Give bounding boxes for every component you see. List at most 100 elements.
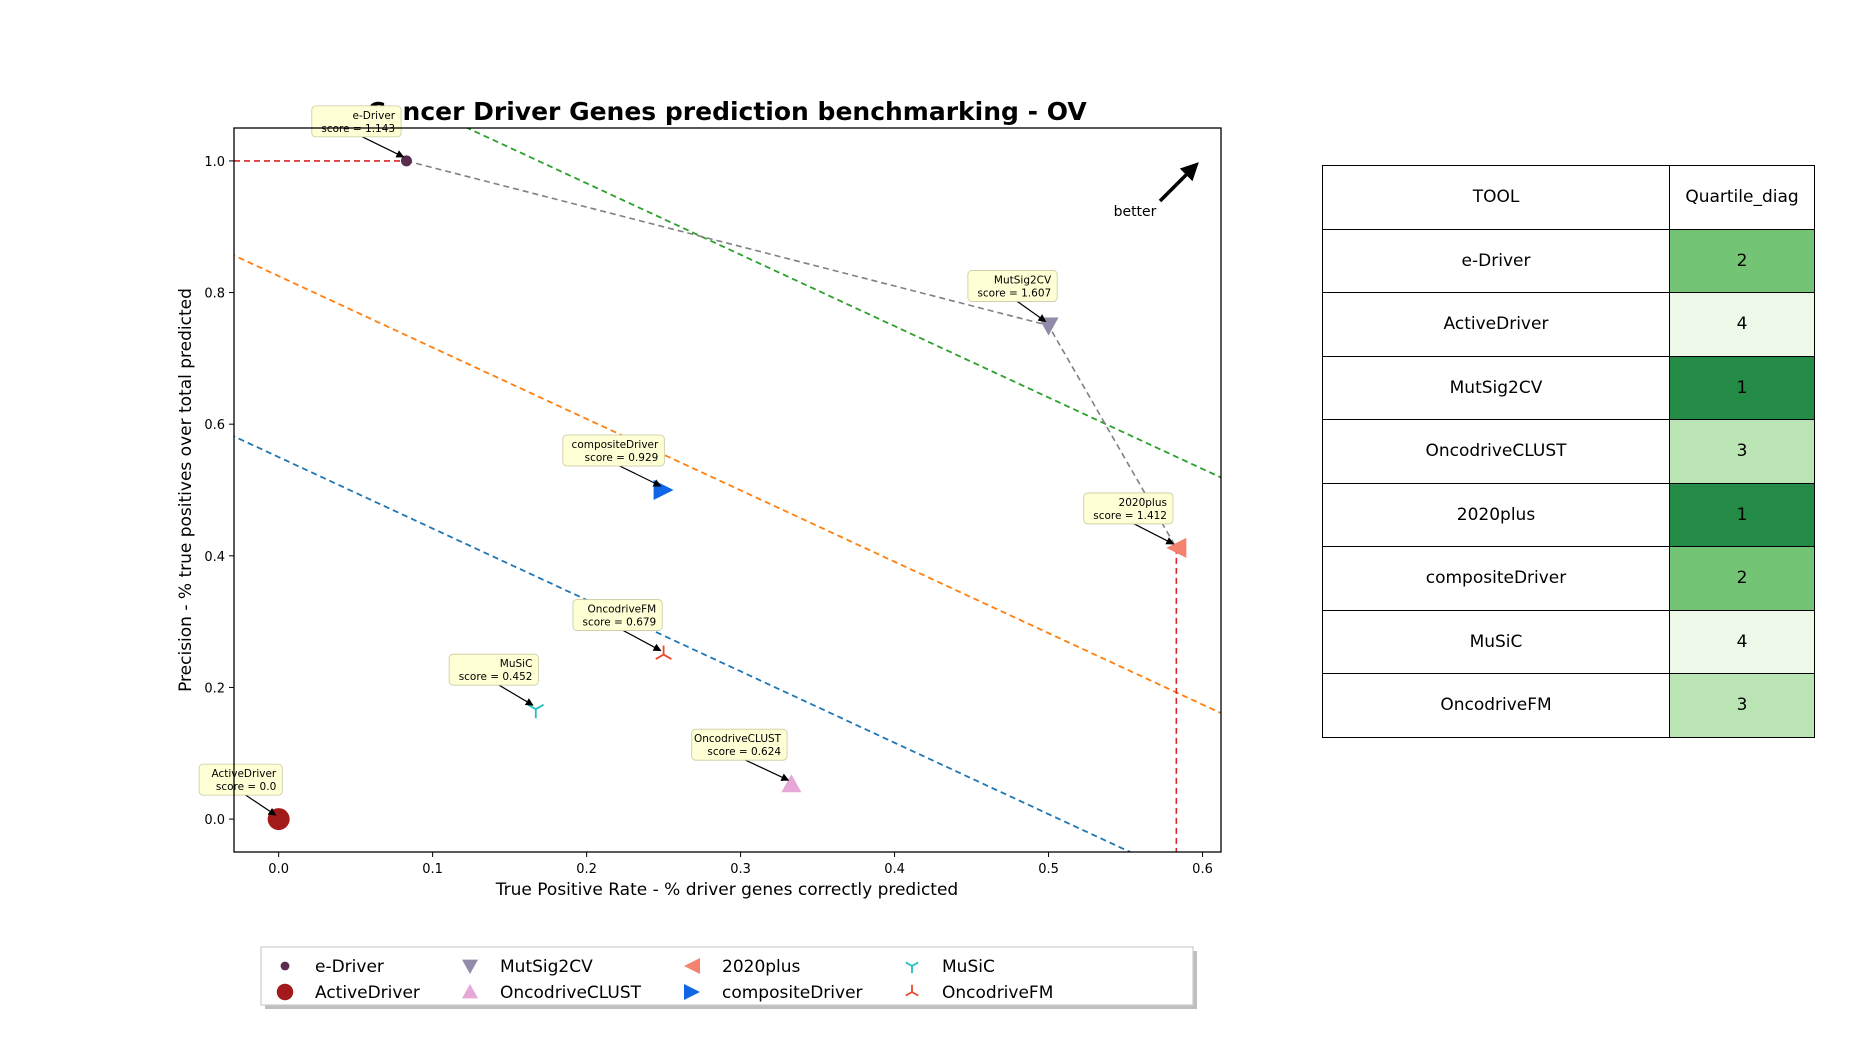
- annotation-arrow-oncodrivefm: [619, 628, 662, 652]
- table-row: compositeDriver 2: [1322, 546, 1815, 611]
- annotation-arrow-music: [495, 682, 534, 706]
- legend: e-Driver ActiveDriver MutSig2CV OncodriveCL…: [260, 946, 1197, 1009]
- annotation-score-music: score = 0.452: [459, 671, 533, 683]
- table-cell-quartile: 2: [1669, 546, 1815, 611]
- legend-marker-e-driver: [280, 961, 290, 971]
- plot-frame: [233, 127, 1222, 853]
- annotation-box-compositedriver: [562, 434, 665, 467]
- table-cell-tool: MuSiC: [1322, 609, 1670, 674]
- table-cell-quartile: 4: [1669, 292, 1815, 357]
- legend-entry-mutsig2cv: MutSig2CV: [462, 957, 593, 977]
- table-row: OncodriveFM 3: [1322, 673, 1815, 738]
- annotation-label-mutsig2cv: MutSig2CV: [994, 274, 1052, 286]
- annotation-score-activedriver: score = 0.0: [216, 781, 276, 793]
- annotation-box-e-driver: [311, 105, 402, 138]
- annotation-arrow-mutsig2cv: [1014, 298, 1047, 323]
- better-arrow: [1158, 162, 1199, 203]
- annotation-label-compositedriver: compositeDriver: [572, 439, 659, 451]
- annotation-arrow-compositedriver: [615, 463, 662, 487]
- legend-marker-music: [905, 961, 919, 974]
- table-cell-tool: OncodriveFM: [1322, 673, 1670, 738]
- point-2020plus: [1166, 537, 1187, 558]
- chart-title: Cancer Driver Genes prediction benchmark…: [367, 97, 1087, 126]
- table-cell-quartile: 4: [1669, 609, 1815, 674]
- x-tick-label: 0.0: [268, 862, 289, 877]
- data-points: [267, 155, 1187, 831]
- y-tick-label: 0.8: [204, 287, 225, 302]
- y-axis-ticks: 0.0 0.2 0.4 0.6 0.8 1.0: [204, 155, 234, 828]
- y-tick-label: 0.4: [204, 550, 225, 565]
- annotation-box-oncodrivefm: [572, 599, 663, 631]
- table-cell-quartile: 1: [1669, 482, 1815, 547]
- annotation-label-e-driver: e-Driver: [353, 110, 396, 122]
- point-music: [527, 703, 545, 719]
- legend-marker-oncodriveclust: [462, 984, 478, 999]
- legend-marker-activedriver: [276, 983, 294, 1001]
- annotation-label-music: MuSiC: [500, 658, 533, 670]
- table-header-row: TOOL Quartile_diag: [1322, 165, 1815, 230]
- point-e-driver: [400, 155, 412, 167]
- x-tick-label: 0.5: [1038, 862, 1059, 877]
- annotation-arrow-e-driver: [358, 134, 405, 158]
- annotation-box-music: [448, 653, 539, 686]
- x-tick-label: 0.1: [422, 862, 443, 877]
- legend-label-music: MuSiC: [942, 957, 995, 977]
- legend-label-mutsig2cv: MutSig2CV: [500, 957, 593, 977]
- point-oncodriveclust: [781, 774, 802, 793]
- legend-label-activedriver: ActiveDriver: [315, 983, 420, 1003]
- annotation-label-oncodrivefm: OncodriveFM: [587, 604, 656, 616]
- legend-marker-mutsig2cv: [462, 959, 478, 974]
- annotation-score-oncodrivefm: score = 0.679: [582, 617, 656, 629]
- better-label: better: [1114, 204, 1157, 220]
- annotation-box-2020plus: [1083, 492, 1174, 525]
- table-cell-tool: MutSig2CV: [1322, 355, 1670, 420]
- table-cell-tool: e-Driver: [1322, 228, 1670, 293]
- quartile-line-1: [234, 435, 1133, 852]
- legend-entry-activedriver: ActiveDriver: [276, 983, 420, 1003]
- annotation-label-oncodriveclust: OncodriveCLUST: [694, 733, 782, 745]
- annotation-score-oncodriveclust: score = 0.624: [707, 746, 781, 758]
- pareto-front-line: [406, 160, 1178, 549]
- table-cell-quartile: 3: [1669, 419, 1815, 484]
- legend-label-e-driver: e-Driver: [315, 957, 384, 977]
- table-cell-tool: 2020plus: [1322, 482, 1670, 547]
- legend-label-oncodrivefm: OncodriveFM: [942, 983, 1053, 1003]
- plot-lines: [234, 128, 1221, 852]
- legend-entry-oncodriveclust: OncodriveCLUST: [462, 983, 642, 1003]
- legend-marker-oncodrivefm: [905, 984, 919, 997]
- legend-entry-e-driver: e-Driver: [280, 957, 384, 977]
- table-cell-quartile: 3: [1669, 673, 1815, 738]
- x-tick-label: 0.4: [884, 862, 905, 877]
- annotation-label-activedriver: ActiveDriver: [211, 768, 276, 780]
- annotation-score-compositedriver: score = 0.929: [585, 452, 659, 464]
- legend-label-oncodriveclust: OncodriveCLUST: [500, 983, 642, 1003]
- table-cell-tool: ActiveDriver: [1322, 292, 1670, 357]
- legend-entry-2020plus: 2020plus: [684, 957, 801, 977]
- annotation-arrow-oncodriveclust: [741, 757, 790, 781]
- x-tick-label: 0.3: [730, 862, 751, 877]
- table-row: MuSiC 4: [1322, 609, 1815, 674]
- annotation-box-activedriver: [198, 763, 283, 796]
- annotation-arrow-2020plus: [1130, 521, 1175, 545]
- legend-marker-compositedriver: [684, 984, 700, 1000]
- x-axis-ticks: 0.0 0.1 0.2 0.3 0.4 0.5 0.6: [268, 852, 1213, 877]
- legend-marker-2020plus: [684, 958, 700, 974]
- table-row: MutSig2CV 1: [1322, 355, 1815, 420]
- y-tick-label: 0.6: [204, 418, 225, 433]
- annotation-arrow-activedriver: [242, 792, 277, 816]
- legend-label-compositedriver: compositeDriver: [722, 983, 863, 1003]
- annotation-box-mutsig2cv: [967, 270, 1058, 302]
- table-row: e-Driver 2: [1322, 228, 1815, 293]
- table-row: 2020plus 1: [1322, 482, 1815, 547]
- y-tick-label: 0.2: [204, 681, 225, 696]
- y-axis-label: Precision - % true positives over total …: [176, 288, 196, 692]
- quartile-line-2: [234, 254, 1221, 715]
- table-row: ActiveDriver 4: [1322, 292, 1815, 357]
